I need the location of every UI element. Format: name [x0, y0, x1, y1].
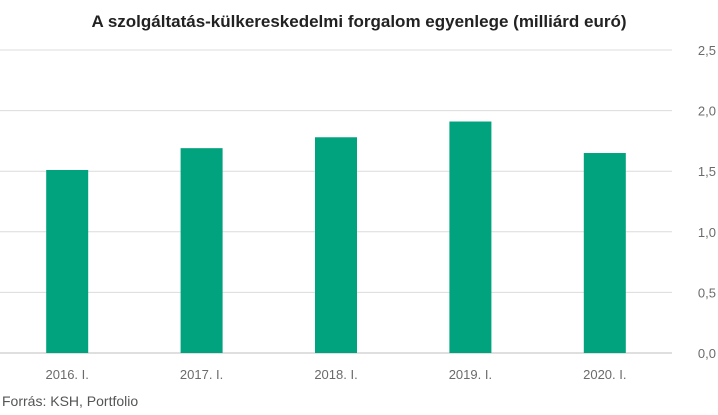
- y-tick-label: 2,0: [698, 104, 716, 119]
- y-tick-label: 1,0: [698, 225, 716, 240]
- bar: [449, 121, 492, 354]
- x-tick-label: 2018. I.: [314, 367, 357, 382]
- y-tick-label: 0,0: [698, 346, 716, 361]
- source-note: Forrás: KSH, Portfolio: [2, 393, 139, 409]
- bar: [46, 169, 89, 353]
- bar: [315, 137, 357, 353]
- y-axis-ticks: 0,0 0,5 1,0 1,5 2,0 2,5: [698, 43, 716, 361]
- y-tick-label: 0,5: [698, 285, 716, 300]
- y-tick-label: 1,5: [698, 164, 716, 179]
- x-tick-label: 2017. I.: [180, 367, 223, 382]
- y-tick-label: 2,5: [698, 43, 716, 58]
- x-tick-label: 2020. I.: [583, 367, 626, 382]
- x-axis-ticks: 2016. I. 2017. I. 2018. I. 2019. I. 2020. I.: [46, 367, 627, 382]
- bar: [180, 148, 223, 353]
- chart-title: A szolgáltatás-külkereskedelmi forgalom …: [91, 12, 627, 31]
- x-tick-label: 2019. I.: [449, 367, 492, 382]
- bar: [583, 153, 626, 353]
- x-tick-label: 2016. I.: [46, 367, 89, 382]
- bars: [46, 121, 626, 354]
